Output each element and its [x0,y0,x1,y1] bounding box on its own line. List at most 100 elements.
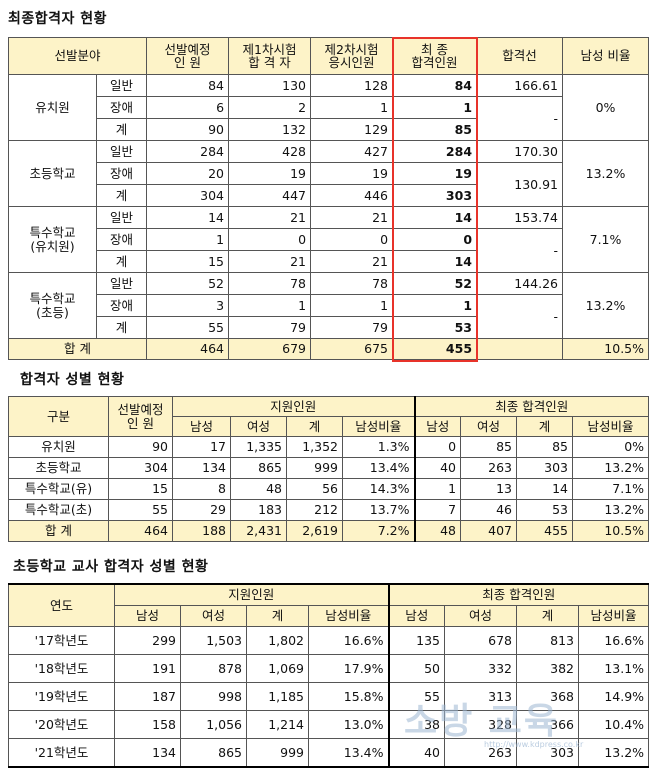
final-female: 328 [444,710,518,739]
final-female: 263 [444,738,518,768]
applicant-total: 56 [286,478,343,500]
table-row: 장애 20 19 19 19 130.91 [9,162,649,207]
final-male-ratio: 13.2% [572,499,650,521]
applicant-total: 2,619 [286,520,343,542]
applicant-male: 17 [172,436,231,458]
second-exam-count: 128 [310,74,394,97]
applicant-total: 1,069 [246,654,309,683]
final-male-ratio: 13.2% [572,457,650,479]
first-pass-count: 2 [228,96,312,119]
group-label: 유치원 [8,74,97,141]
second-exam-count: 446 [310,184,394,207]
final-male-ratio: 14.9% [578,682,650,711]
final-total: 303 [516,738,580,768]
header-row: 구분 선발예정 인 원 지원인원 최종 합격인원 [8,396,650,437]
applicant-female: 878 [180,654,247,683]
table-row: '19학년도 187 998 1,185 15.8% 55 313 368 14.9% [8,682,650,711]
male-ratio: 0% [562,74,650,141]
year-label: '21학년도 [8,738,115,768]
applicant-male-ratio: 7.2% [341,520,416,542]
final-pass-count: 19 [392,162,478,185]
row-label: 초등학교 [8,457,109,479]
applicant-male-ratio: 14.3% [341,478,416,500]
second-exam-count: 129 [310,118,394,141]
applicant-male: 188 [172,520,231,542]
first-pass-count: 21 [228,206,312,229]
applicant-female: 998 [180,682,247,711]
applicant-female: 865 [180,738,247,768]
year-label: '17학년도 [8,626,115,655]
cutoff-score: 153.74 [476,206,564,229]
planned-count: 15 [146,250,230,273]
final-female: 263 [460,457,518,479]
sub-label: 일반 [95,206,148,229]
final-pass-count: 14 [392,206,478,229]
second-exam-count: 78 [310,272,394,295]
applicant-female: 183 [230,499,287,521]
sub-header: 남성비율 [578,605,650,627]
col-header: 선발예정 인 원 [108,396,173,437]
final-total: 382 [516,654,580,683]
elementary-gender-table: 연도 지원인원 최종 합격인원 남성 여성 계 남성비율 남성 여성 계 남성비율 '17학년도 299… [8,583,650,768]
year-label: '19학년도 [8,682,115,711]
final-pass-count: 1 [392,294,478,317]
final-pass-count: 52 [392,272,478,295]
row-label: 합 계 [8,520,109,542]
final-pass-count: 303 [392,184,478,207]
final-male-ratio: 10.4% [578,710,650,739]
sub-header: 여성 [230,416,287,437]
final-female: 678 [444,626,518,655]
final-female: 407 [460,520,518,542]
table-row: 장애 6 2 1 1- [9,96,649,141]
final-female: 46 [460,499,518,521]
table-row: 특수학교 (유치원) 일반 14 21 21 14 153.74 7.1% [8,206,650,273]
applicant-male: 134 [114,738,181,768]
total-row: 합 계 464 679 675 455 10.5% [7,338,650,360]
table-row: 특수학교(유) 15 8 48 56 14.3% 1 13 14 7.1% [8,478,650,500]
final-total: 813 [516,626,580,655]
sub-header: 남성비율 [307,605,390,627]
row-label: 유치원 [8,436,109,458]
final-female: 332 [444,654,518,683]
table-row: '17학년도 299 1,503 1,802 16.6% 135 678 813 16.6% [8,626,650,655]
first-pass-count: 21 [228,250,312,273]
first-pass-count: 428 [228,140,312,163]
sub-label: 계 [95,184,148,207]
sub-label: 계 [95,118,148,141]
table-row: 유치원 90 17 1,335 1,352 1.3% 0 85 85 0% [8,436,650,458]
cutoff-score: - [476,228,564,273]
final-total: 455 [516,520,574,542]
cutoff-score: 170.30 [476,140,564,163]
group-label: 특수학교 (초등) [8,272,97,339]
sub-header: 여성 [180,605,247,627]
group-label: 초등학교 [8,140,97,207]
final-female: 85 [460,436,518,458]
first-pass-count: 79 [228,316,312,339]
male-ratio: 13.2% [562,272,650,339]
gender-table: 구분 선발예정 인 원 지원인원 최종 합격인원 남성 여성 계 남성비율 남성 여성 계 남성비율 유치… [8,396,650,542]
sub-label: 일반 [95,140,148,163]
col-header: 선발예정 인 원 [146,37,230,75]
subheader-row: 남성 여성 계 남성비율 남성 여성 계 남성비율 [9,605,650,627]
watermark-url: http://www.kdpress.co.kr [484,740,584,749]
header-row: 연도 지원인원 최종 합격인원 [8,583,650,627]
sub-header: 계 [286,416,343,437]
final-total: 368 [516,682,580,711]
table-row: 장애 3 1 1 1- [9,294,649,339]
sub-header: 계 [516,605,580,627]
applicant-male-ratio: 13.0% [307,710,390,739]
col-header: 지원인원 [171,396,416,417]
final-pass-count: 1 [392,96,478,119]
second-exam-count: 21 [310,206,394,229]
planned-count: 6 [146,96,230,119]
planned-count: 14 [146,206,230,229]
applicant-male: 299 [114,626,181,655]
final-pass-count: 85 [392,118,478,141]
planned-count: 90 [108,436,173,458]
first-pass-count: 1 [228,294,312,317]
col-header: 선발분야 [7,37,148,75]
final-male-ratio: 13.1% [578,654,650,683]
sub-label: 장애 [95,162,148,185]
final-pass-count: 84 [392,74,478,97]
sub-header: 남성 [387,605,446,627]
